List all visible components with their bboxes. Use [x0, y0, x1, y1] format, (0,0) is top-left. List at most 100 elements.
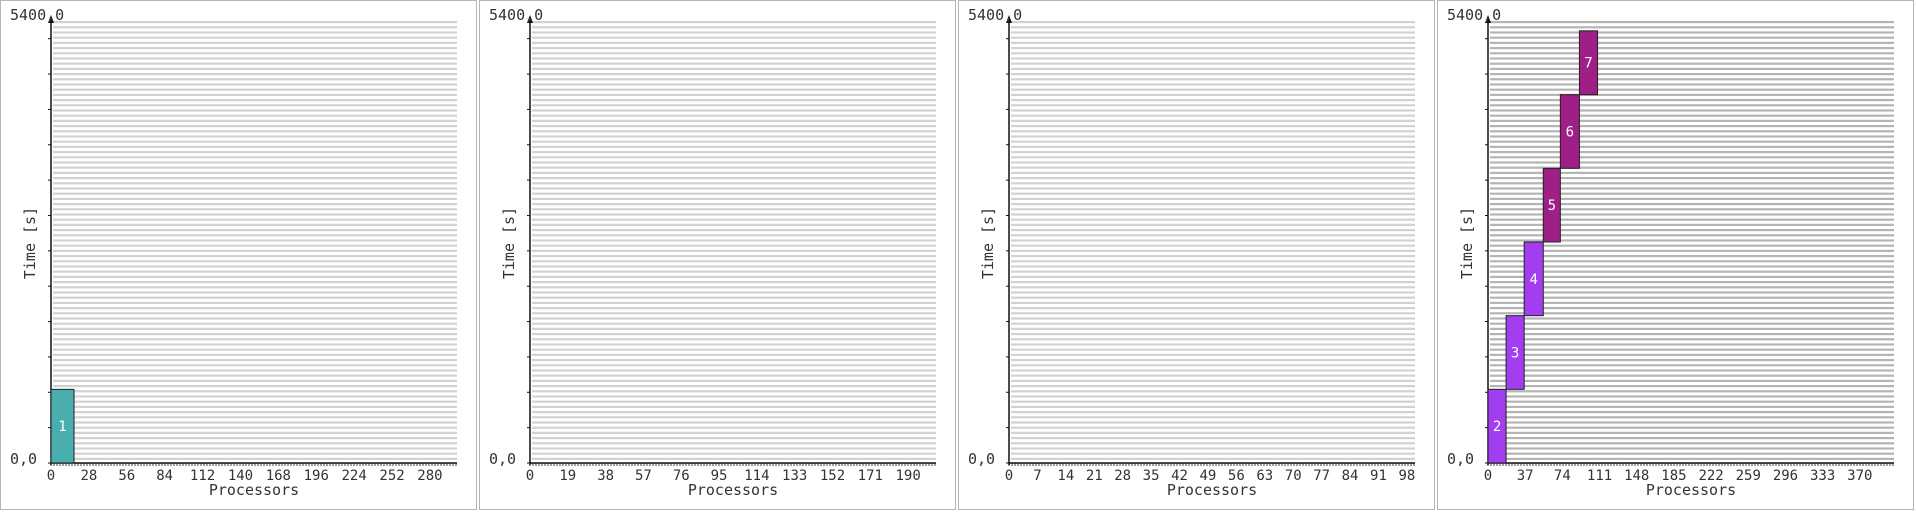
grid-stripe: [1011, 369, 1415, 372]
grid-stripe: [1490, 312, 1894, 315]
grid-stripe: [53, 135, 457, 138]
grid-stripe: [53, 270, 457, 273]
grid-stripe: [1011, 73, 1415, 76]
grid-stripe: [532, 229, 936, 232]
gantt-panel-1: 0 28 56 84 112 140 168 196 224 252 280 5400,0 0,0 Pro…: [0, 0, 477, 510]
grid-stripe: [532, 104, 936, 107]
grid-stripe: [1011, 416, 1415, 419]
grid-stripe: [532, 234, 936, 237]
grid-stripe: [53, 244, 457, 247]
grid-stripe: [1011, 140, 1415, 143]
x-axis-title: Processors: [688, 481, 778, 499]
grid-stripe: [532, 88, 936, 91]
grid-stripe: [53, 452, 457, 455]
grid-stripe: [1011, 395, 1415, 398]
grid-stripe: [1011, 343, 1415, 346]
grid-stripe: [1490, 218, 1894, 221]
grid-stripe: [532, 411, 936, 414]
grid-stripe: [1490, 411, 1894, 414]
grid-stripe: [532, 203, 936, 206]
grid-stripe: [1011, 353, 1415, 356]
grid-stripe: [1011, 421, 1415, 424]
x-tick-label: 56: [1228, 468, 1245, 484]
grid-stripe: [532, 322, 936, 325]
x-tick-label: 140: [228, 468, 253, 484]
grid-stripe: [53, 145, 457, 148]
grid-stripe: [1490, 275, 1894, 278]
grid-stripe: [532, 177, 936, 180]
grid-stripe: [53, 26, 457, 29]
grid-stripe: [1490, 374, 1894, 377]
grid-stripe: [532, 255, 936, 258]
grid-stripe: [1490, 431, 1894, 434]
grid-stripe: [1490, 52, 1894, 55]
grid-stripe: [1490, 125, 1894, 128]
stripe-background: [532, 21, 936, 460]
x-tick-label: 38: [597, 468, 614, 484]
grid-stripe: [532, 275, 936, 278]
job-label: 7: [1584, 56, 1592, 72]
grid-stripe: [1490, 244, 1894, 247]
grid-stripe: [1490, 213, 1894, 216]
grid-stripe: [53, 447, 457, 450]
grid-stripe: [532, 452, 936, 455]
y-bottom-label: 0,0: [10, 450, 37, 468]
x-tick-label: 19: [559, 468, 576, 484]
grid-stripe: [1490, 452, 1894, 455]
stripe-background: [53, 21, 457, 460]
grid-stripe: [532, 21, 936, 24]
grid-stripe: [1490, 88, 1894, 91]
grid-stripe: [532, 67, 936, 70]
x-tick-label: 98: [1398, 468, 1415, 484]
grid-stripe: [53, 47, 457, 50]
grid-stripe: [53, 73, 457, 76]
x-tick-label: 28: [80, 468, 97, 484]
grid-stripe: [1490, 26, 1894, 29]
grid-stripe: [532, 223, 936, 226]
grid-stripe: [1011, 109, 1415, 112]
grid-stripe: [53, 166, 457, 169]
x-tick-label: 133: [782, 468, 807, 484]
x-tick-label: 49: [1200, 468, 1217, 484]
grid-stripe: [53, 208, 457, 211]
grid-stripe: [1011, 255, 1415, 258]
grid-stripe: [1490, 41, 1894, 44]
job-label: 3: [1511, 346, 1519, 362]
grid-stripe: [1490, 182, 1894, 185]
grid-stripe: [1011, 156, 1415, 159]
grid-stripe: [532, 379, 936, 382]
y-axis-title: Time [s]: [500, 207, 518, 279]
job-bar: [50, 388, 75, 464]
grid-stripe: [1490, 135, 1894, 138]
grid-stripe: [1011, 99, 1415, 102]
grid-stripe: [532, 301, 936, 304]
y-top-label: 5400,0: [1447, 6, 1501, 24]
chart-svg: 0 7 14 21 28 35 42 49 56 63 70 77 84 91 98 5400,0 0,0 Pro…: [968, 6, 1415, 499]
grid-stripe: [532, 218, 936, 221]
grid-stripe: [1011, 442, 1415, 445]
grid-stripe: [53, 99, 457, 102]
grid-stripe: [532, 431, 936, 434]
grid-stripe: [53, 218, 457, 221]
grid-stripe: [1011, 62, 1415, 65]
y-axis-arrow: [527, 15, 533, 23]
grid-stripe: [532, 457, 936, 460]
x-tick-label: 42: [1171, 468, 1188, 484]
grid-stripe: [53, 369, 457, 372]
grid-stripe: [1490, 359, 1894, 362]
grid-stripe: [53, 301, 457, 304]
job-label: 1: [58, 419, 66, 435]
grid-stripe: [532, 312, 936, 315]
grid-stripe: [532, 395, 936, 398]
grid-stripe: [532, 364, 936, 367]
grid-stripe: [53, 457, 457, 460]
grid-stripe: [1011, 203, 1415, 206]
grid-stripe: [1490, 447, 1894, 450]
job-bar: [1505, 315, 1525, 390]
y-axis-arrow: [1006, 15, 1012, 23]
grid-stripe: [1490, 333, 1894, 336]
grid-stripe: [532, 260, 936, 263]
job-label: 6: [1566, 125, 1574, 141]
grid-stripe: [532, 145, 936, 148]
grid-stripe: [53, 343, 457, 346]
